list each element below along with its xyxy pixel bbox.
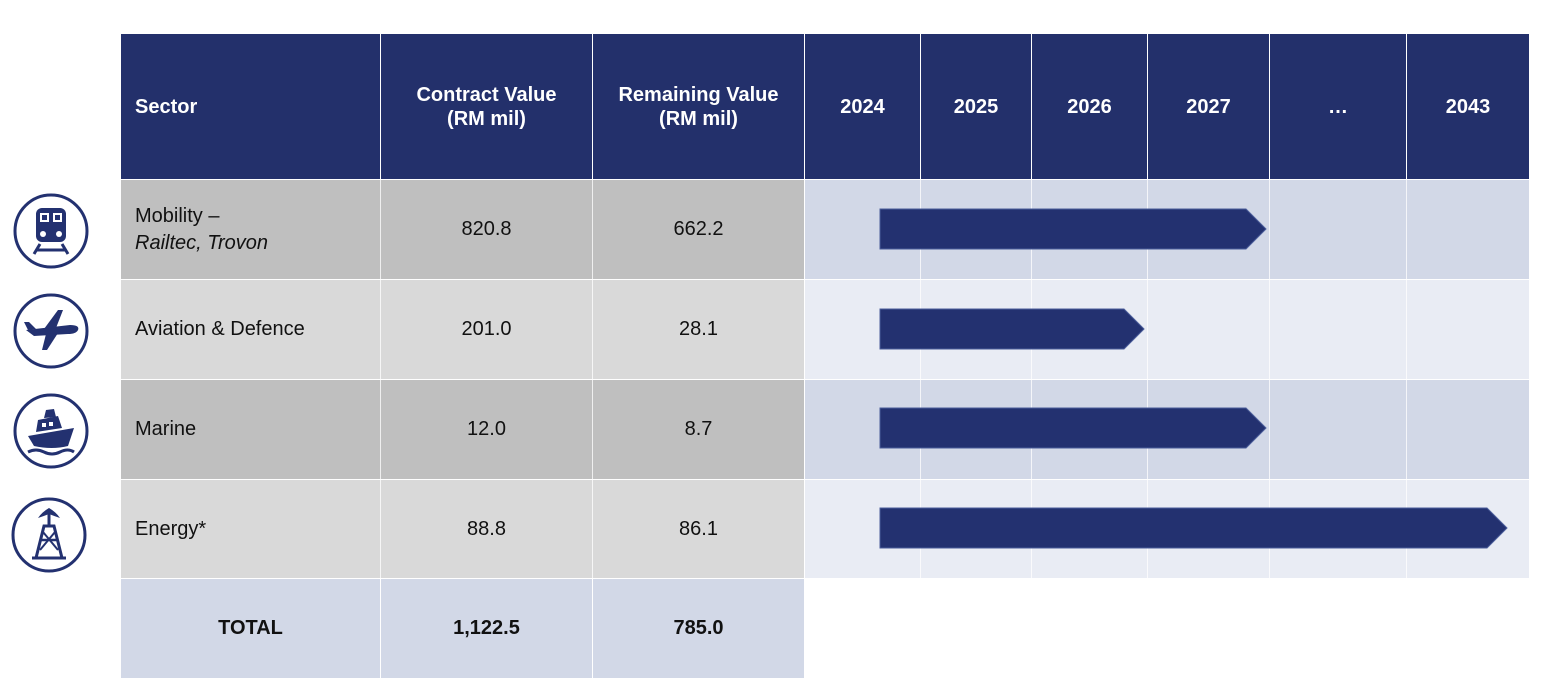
sector-label: Aviation & Defence [135,318,305,340]
sector-label: Mobility – [135,204,220,227]
sector-label: Marine [135,418,197,440]
total-remaining-text: 785.0 [673,617,724,639]
timeline-bar-marine [879,407,1267,449]
total-remaining-value: 785.0 [593,579,804,678]
header-year-2027: 2027 [1148,34,1269,179]
col-separator [592,34,593,678]
contract-value-energy: 88.8 [381,480,592,578]
contract-value: 12.0 [467,418,506,440]
oil-rig-icon [11,497,87,573]
header-year-2025: 2025 [921,34,1031,179]
contract-value: 201.0 [461,318,512,340]
header-year-2024: 2024 [805,34,920,179]
header-sector-label: Sector [135,95,198,118]
col-separator [380,34,381,678]
col-separator [804,34,805,578]
remaining-value-energy: 86.1 [593,480,804,578]
remaining-value: 28.1 [679,318,718,340]
ship-icon [13,393,89,469]
remaining-value: 8.7 [684,418,713,440]
row-bg-marine [121,380,804,479]
col-separator [1031,34,1032,578]
header-sector: Sector [121,34,380,179]
year-label: 2026 [1067,95,1112,118]
row-bg-energy [121,480,804,578]
total-label: TOTAL [121,579,380,678]
contract-value-marine: 12.0 [381,380,592,479]
sector-label: Energy* [135,517,207,540]
row-bg-mobility [121,180,804,279]
timeline-bar-aviation [879,308,1145,350]
row-bg-aviation [121,280,804,379]
header-year-ellipsis: … [1270,34,1406,179]
airplane-icon [13,293,89,369]
col-separator [1269,34,1270,578]
sector-marine: Marine [121,380,380,479]
sector-energy: Energy* [121,480,380,578]
col-separator [920,34,921,578]
header-remaining-value: Remaining Value (RM mil) [593,34,804,179]
remaining-value: 662.2 [673,218,724,240]
header-contract-line2: (RM mil) [447,107,526,130]
remaining-value-aviation: 28.1 [593,280,804,379]
contract-value: 88.8 [467,517,506,540]
header-contract-line1: Contract Value [416,83,557,106]
year-label: 2024 [840,95,885,118]
header-remaining-line2: (RM mil) [659,107,738,130]
header-remaining-line1: Remaining Value [618,83,779,106]
year-label: 2027 [1186,95,1231,118]
total-contract-text: 1,122.5 [453,617,520,639]
year-label: 2025 [953,95,999,118]
remaining-value-mobility: 662.2 [593,180,804,279]
sector-mobility: Mobility – Railtec, Trovon [121,180,380,279]
timeline-bar-energy [879,507,1508,549]
year-label: 2043 [1445,95,1491,118]
contract-value: 820.8 [461,218,512,240]
contract-value-aviation: 201.0 [381,280,592,379]
remaining-value: 86.1 [679,517,718,540]
header-year-2043: 2043 [1407,34,1529,179]
timeline-bar-mobility [879,208,1267,250]
sector-sublabel: Railtec, Trovon [135,231,269,254]
train-icon [13,193,89,269]
header-year-2026: 2026 [1032,34,1147,179]
total-label-text: TOTAL [218,617,283,639]
header-contract-value: Contract Value (RM mil) [381,34,592,179]
remaining-value-marine: 8.7 [593,380,804,479]
contract-value-mobility: 820.8 [381,180,592,279]
col-separator [1406,34,1407,578]
total-contract-value: 1,122.5 [381,579,592,678]
col-separator [1147,34,1148,578]
year-label: … [1328,95,1348,118]
sector-aviation: Aviation & Defence [121,280,380,379]
